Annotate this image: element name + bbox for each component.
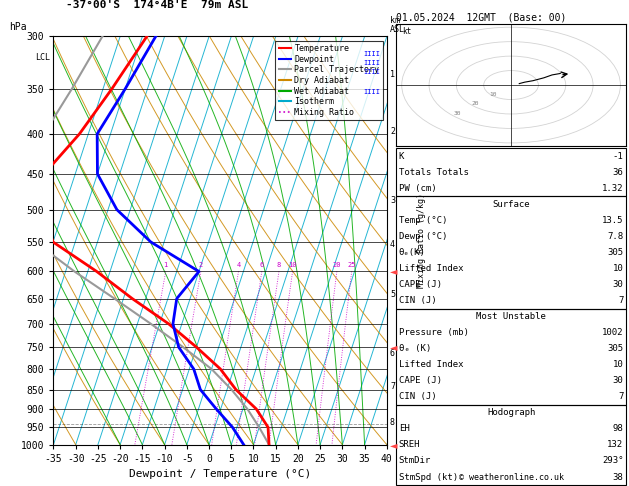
Text: ◄: ◄ [390, 440, 398, 450]
Legend: Temperature, Dewpoint, Parcel Trajectory, Dry Adiabat, Wet Adiabat, Isotherm, Mi: Temperature, Dewpoint, Parcel Trajectory… [275, 41, 382, 120]
Text: StmDir: StmDir [399, 456, 431, 466]
Text: 4: 4 [237, 262, 241, 268]
Text: 20: 20 [333, 262, 341, 268]
Text: 38: 38 [613, 472, 623, 482]
Text: IIII: IIII [364, 88, 381, 95]
Text: SREH: SREH [399, 440, 420, 450]
Text: 10: 10 [288, 262, 297, 268]
Text: 3: 3 [390, 196, 395, 205]
Text: Temp (°C): Temp (°C) [399, 216, 447, 225]
Text: CIN (J): CIN (J) [399, 296, 437, 305]
Text: 30: 30 [454, 111, 462, 116]
Text: 6: 6 [260, 262, 264, 268]
Text: Lifted Index: Lifted Index [399, 360, 464, 369]
Text: hPa: hPa [9, 21, 27, 32]
Text: 1: 1 [390, 69, 395, 79]
Text: CIN (J): CIN (J) [399, 392, 437, 401]
Text: Dewp (°C): Dewp (°C) [399, 232, 447, 241]
Text: 2: 2 [199, 262, 203, 268]
Text: CAPE (J): CAPE (J) [399, 280, 442, 289]
Text: ◄: ◄ [390, 266, 398, 277]
Text: 1002: 1002 [602, 328, 623, 337]
Text: 7.8: 7.8 [607, 232, 623, 241]
Text: 1: 1 [164, 262, 168, 268]
Text: 2: 2 [390, 127, 395, 136]
X-axis label: Dewpoint / Temperature (°C): Dewpoint / Temperature (°C) [129, 469, 311, 479]
Text: 98: 98 [613, 424, 623, 434]
Text: 1.32: 1.32 [602, 184, 623, 193]
Text: θₑ(K): θₑ(K) [399, 248, 426, 257]
Text: 10: 10 [613, 264, 623, 273]
Text: 10: 10 [613, 360, 623, 369]
Text: -1: -1 [613, 152, 623, 161]
Text: 7: 7 [618, 392, 623, 401]
Text: IIII: IIII [364, 51, 381, 57]
Text: 13.5: 13.5 [602, 216, 623, 225]
Text: 305: 305 [607, 248, 623, 257]
Text: K: K [399, 152, 404, 161]
Text: 8: 8 [390, 418, 395, 427]
Text: Pressure (mb): Pressure (mb) [399, 328, 469, 337]
Text: 30: 30 [613, 280, 623, 289]
Text: Surface: Surface [493, 200, 530, 209]
Text: PW (cm): PW (cm) [399, 184, 437, 193]
Text: 7: 7 [618, 296, 623, 305]
Text: 293°: 293° [602, 456, 623, 466]
Text: Mixing Ratio (g/kg): Mixing Ratio (g/kg) [417, 193, 426, 288]
Text: CAPE (J): CAPE (J) [399, 376, 442, 385]
Text: 4: 4 [390, 240, 395, 249]
Text: IIII: IIII [364, 69, 381, 75]
Text: Hodograph: Hodograph [487, 408, 535, 417]
Text: kt: kt [402, 27, 411, 36]
Text: 8: 8 [277, 262, 281, 268]
Text: -37°00'S  174°4B'E  79m ASL: -37°00'S 174°4B'E 79m ASL [66, 0, 248, 10]
Text: 7: 7 [390, 382, 395, 391]
Text: Lifted Index: Lifted Index [399, 264, 464, 273]
Text: 25: 25 [347, 262, 356, 268]
Text: IIII: IIII [364, 60, 381, 66]
Text: 10: 10 [489, 92, 497, 97]
Text: 30: 30 [613, 376, 623, 385]
Text: 01.05.2024  12GMT  (Base: 00): 01.05.2024 12GMT (Base: 00) [396, 12, 567, 22]
Text: 305: 305 [607, 344, 623, 353]
Text: 132: 132 [607, 440, 623, 450]
Text: ◄: ◄ [390, 342, 398, 352]
Text: km
ASL: km ASL [390, 16, 405, 34]
Text: Totals Totals: Totals Totals [399, 168, 469, 177]
Text: 5: 5 [390, 290, 395, 299]
Text: Most Unstable: Most Unstable [476, 312, 546, 321]
Text: 6: 6 [390, 348, 395, 358]
Text: EH: EH [399, 424, 409, 434]
Text: StmSpd (kt): StmSpd (kt) [399, 472, 458, 482]
Text: θₑ (K): θₑ (K) [399, 344, 431, 353]
Text: 36: 36 [613, 168, 623, 177]
Text: LCL: LCL [35, 53, 50, 62]
Text: 20: 20 [472, 102, 479, 106]
Text: © weatheronline.co.uk: © weatheronline.co.uk [459, 473, 564, 482]
